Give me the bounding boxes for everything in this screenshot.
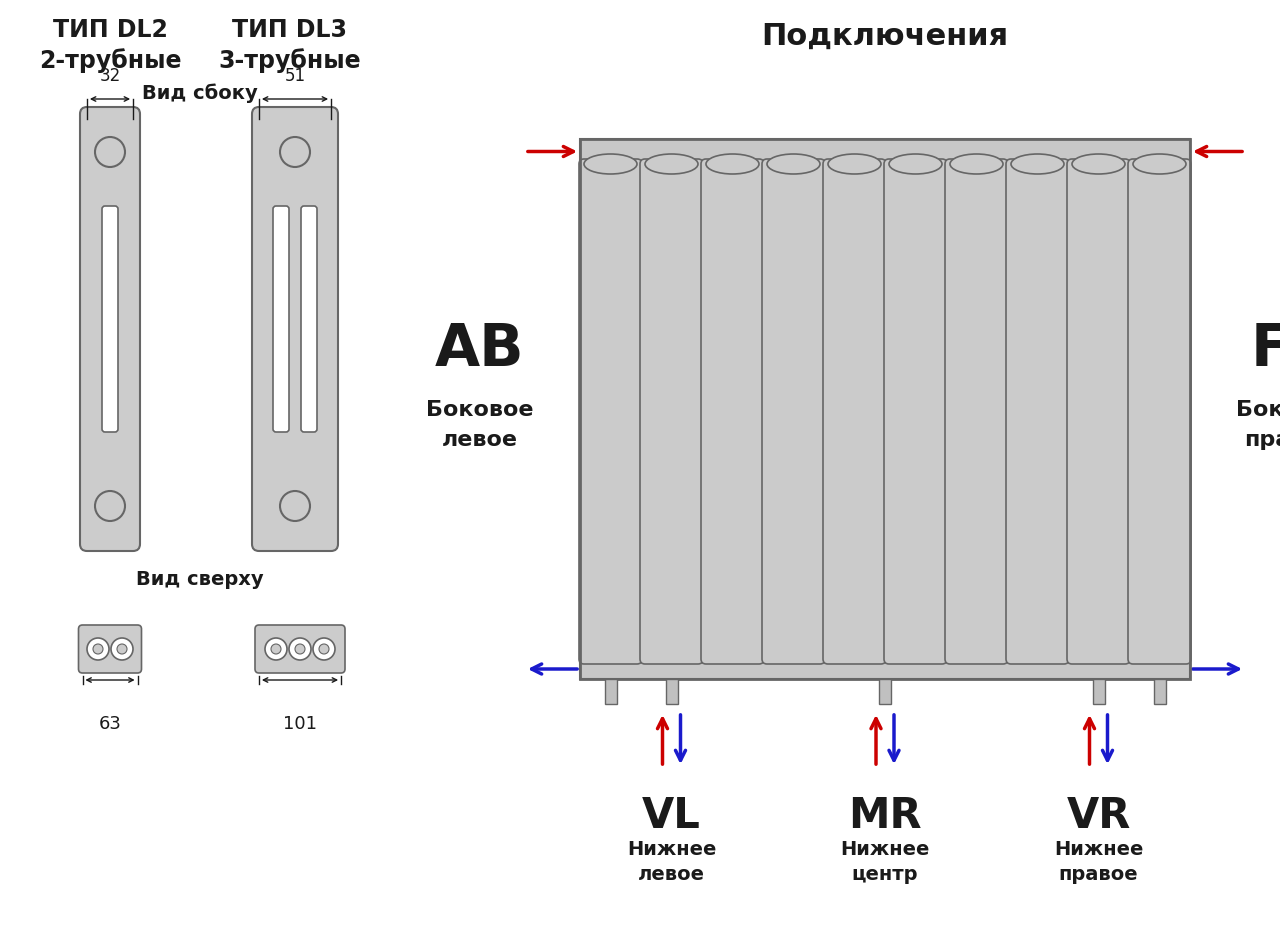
Text: Нижнее: Нижнее <box>1053 839 1143 858</box>
FancyBboxPatch shape <box>579 160 643 665</box>
Text: Подключения: Подключения <box>762 22 1009 51</box>
Circle shape <box>93 644 102 654</box>
Ellipse shape <box>645 154 698 175</box>
Text: АВ: АВ <box>435 321 525 378</box>
Text: левое: левое <box>442 430 518 449</box>
Circle shape <box>116 644 127 654</box>
Text: 63: 63 <box>99 714 122 732</box>
Text: VL: VL <box>643 794 701 836</box>
Text: FE: FE <box>1251 321 1280 378</box>
FancyBboxPatch shape <box>884 160 947 665</box>
Ellipse shape <box>707 154 759 175</box>
Text: Нижнее: Нижнее <box>840 839 929 858</box>
Ellipse shape <box>767 154 820 175</box>
Ellipse shape <box>584 154 637 175</box>
FancyBboxPatch shape <box>78 625 142 673</box>
Circle shape <box>111 638 133 660</box>
FancyBboxPatch shape <box>255 625 346 673</box>
Bar <box>604 680 617 704</box>
Circle shape <box>289 638 311 660</box>
Text: правое: правое <box>1244 430 1280 449</box>
Text: MR: MR <box>849 794 922 836</box>
FancyBboxPatch shape <box>252 108 338 551</box>
FancyBboxPatch shape <box>945 160 1009 665</box>
Bar <box>580 139 1190 165</box>
Text: Боковое: Боковое <box>1236 400 1280 419</box>
Ellipse shape <box>1073 154 1125 175</box>
Circle shape <box>319 644 329 654</box>
Text: ТИП DL3: ТИП DL3 <box>233 18 347 42</box>
Text: VR: VR <box>1066 794 1130 836</box>
FancyBboxPatch shape <box>79 108 140 551</box>
FancyBboxPatch shape <box>273 207 289 432</box>
Text: 51: 51 <box>284 67 306 85</box>
Text: Нижнее: Нижнее <box>627 839 717 858</box>
Text: Вид сверху: Вид сверху <box>136 569 264 589</box>
Circle shape <box>87 638 109 660</box>
Bar <box>879 680 891 704</box>
Text: центр: центр <box>851 864 918 883</box>
FancyBboxPatch shape <box>102 207 118 432</box>
Text: Боковое: Боковое <box>426 400 534 419</box>
FancyBboxPatch shape <box>701 160 764 665</box>
Text: 32: 32 <box>100 67 120 85</box>
Ellipse shape <box>1133 154 1187 175</box>
Circle shape <box>314 638 335 660</box>
Circle shape <box>95 138 125 168</box>
FancyBboxPatch shape <box>1006 160 1069 665</box>
Circle shape <box>271 644 282 654</box>
FancyBboxPatch shape <box>1068 160 1130 665</box>
FancyBboxPatch shape <box>301 207 317 432</box>
Circle shape <box>95 491 125 521</box>
FancyBboxPatch shape <box>1128 160 1190 665</box>
Text: правое: правое <box>1059 864 1138 883</box>
Circle shape <box>265 638 287 660</box>
FancyBboxPatch shape <box>823 160 886 665</box>
Bar <box>1093 680 1105 704</box>
Text: 3-трубные: 3-трубные <box>219 48 361 73</box>
Text: левое: левое <box>637 864 705 883</box>
Circle shape <box>280 138 310 168</box>
Text: 2-трубные: 2-трубные <box>38 48 182 73</box>
Bar <box>666 680 677 704</box>
Bar <box>580 139 1190 680</box>
FancyBboxPatch shape <box>762 160 826 665</box>
Ellipse shape <box>950 154 1004 175</box>
FancyBboxPatch shape <box>640 160 703 665</box>
Bar <box>580 139 1190 680</box>
Circle shape <box>280 491 310 521</box>
Ellipse shape <box>1011 154 1064 175</box>
Text: ТИП DL2: ТИП DL2 <box>52 18 168 42</box>
Ellipse shape <box>890 154 942 175</box>
Text: Вид сбоку: Вид сбоку <box>142 83 257 102</box>
Bar <box>1153 680 1166 704</box>
Text: 101: 101 <box>283 714 317 732</box>
Circle shape <box>294 644 305 654</box>
Ellipse shape <box>828 154 881 175</box>
Bar <box>580 659 1190 680</box>
